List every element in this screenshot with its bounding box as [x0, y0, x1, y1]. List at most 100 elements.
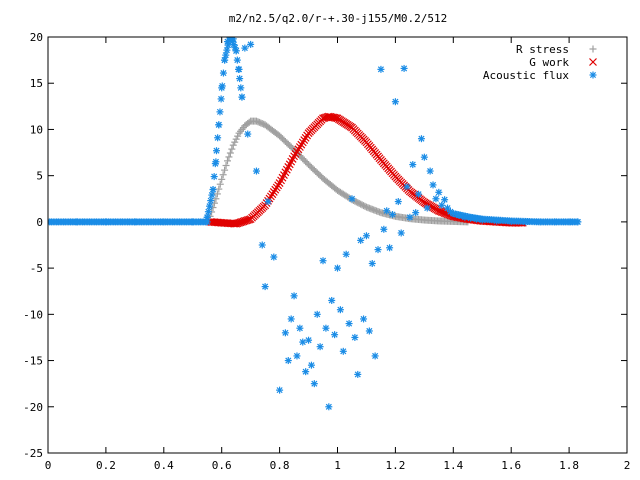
data-point: [294, 145, 303, 154]
x-tick-label: 0.4: [154, 459, 174, 472]
data-point: [394, 198, 402, 206]
data-point: [298, 138, 307, 147]
data-point: [284, 357, 292, 365]
data-point: [252, 167, 260, 175]
data-point: [212, 147, 220, 155]
data-point: [232, 47, 240, 55]
data-point: [261, 283, 269, 291]
data-point: [206, 202, 214, 210]
x-tick-label: 1: [334, 459, 341, 472]
data-point: [403, 183, 411, 191]
data-point: [211, 160, 219, 168]
x-tick-label: 1.4: [443, 459, 463, 472]
data-point: [351, 333, 359, 341]
data-point: [219, 171, 227, 179]
data-point: [400, 64, 408, 72]
data-point: [217, 95, 225, 103]
data-point: [215, 121, 223, 129]
data-point: [357, 236, 365, 244]
legend-marker: [589, 58, 597, 66]
y-tick-label: -25: [23, 447, 43, 460]
data-point: [467, 214, 475, 222]
data-point: [213, 190, 221, 198]
data-point: [295, 143, 304, 151]
data-point: [228, 145, 236, 153]
data-point: [225, 153, 233, 161]
data-point: [223, 46, 231, 54]
data-point: [461, 213, 469, 221]
data-point: [210, 173, 218, 181]
data-point: [296, 324, 304, 332]
data-point: [336, 306, 344, 314]
data-point: [313, 310, 321, 318]
data-point: [354, 370, 362, 378]
x-tick-label: 0: [45, 459, 52, 472]
data-point: [319, 257, 327, 265]
data-point: [316, 343, 324, 351]
data-point: [339, 347, 347, 355]
data-point: [276, 386, 284, 394]
data-point: [216, 180, 224, 188]
data-point: [221, 56, 229, 64]
data-point: [493, 217, 501, 225]
data-point: [325, 403, 333, 411]
data-point: [223, 157, 231, 165]
x-tick-label: 0.2: [96, 459, 116, 472]
data-point: [189, 218, 197, 226]
data-point: [574, 218, 582, 226]
data-point: [219, 69, 227, 77]
plot-frame: [47, 36, 628, 454]
y-tick-label: -20: [23, 401, 43, 414]
data-point: [131, 218, 139, 226]
data-point: [291, 150, 300, 158]
data-point: [212, 195, 220, 203]
y-axis: -25 -20 -15 -10 -5 0 5 10 15 20: [23, 31, 627, 460]
data-point: [293, 147, 301, 156]
data-point: [536, 218, 544, 226]
data-point: [330, 113, 339, 122]
data-point: [221, 166, 229, 174]
data-point: [218, 175, 226, 183]
data-point: [232, 135, 240, 143]
data-point: [435, 188, 443, 196]
data-point: [218, 82, 226, 90]
data-point: [478, 216, 486, 224]
data-point: [389, 210, 397, 218]
data-point: [397, 229, 405, 237]
data-point: [299, 338, 307, 346]
y-tick-label: -5: [30, 262, 43, 275]
data-point: [216, 108, 224, 116]
data-point: [386, 244, 394, 252]
legend-label: R stress: [516, 43, 569, 56]
series-acoustic-flux: [48, 37, 582, 411]
data-point: [307, 361, 315, 369]
data-point: [297, 140, 306, 149]
data-point: [234, 65, 242, 73]
x-tick-label: 1.2: [385, 459, 405, 472]
data-point: [222, 51, 230, 59]
data-point: [345, 320, 353, 328]
data-point: [472, 215, 480, 223]
data-point: [290, 292, 298, 300]
data-point: [455, 211, 463, 219]
data-point: [415, 190, 423, 198]
data-point: [287, 315, 295, 323]
data-point: [233, 56, 241, 64]
series-r-stress: [206, 117, 472, 226]
data-point: [331, 331, 339, 339]
data-point: [342, 250, 350, 258]
data-point: [301, 133, 310, 142]
data-point: [234, 132, 242, 140]
data-point: [420, 153, 428, 161]
data-point: [222, 161, 230, 169]
x-tick-label: 2: [624, 459, 631, 472]
data-point: [229, 141, 237, 149]
y-tick-label: -15: [23, 355, 43, 368]
x-tick-label: 0.6: [212, 459, 232, 472]
data-point: [348, 195, 356, 203]
data-point: [203, 213, 211, 221]
data-point: [258, 241, 266, 249]
x-tick-label: 0.8: [270, 459, 290, 472]
